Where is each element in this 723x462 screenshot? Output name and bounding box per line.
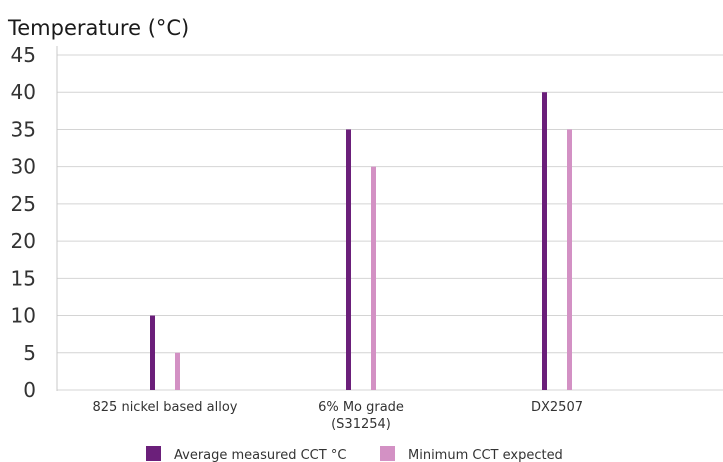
y-tick-label: 0 bbox=[23, 378, 36, 402]
category-label: 825 nickel based alloy bbox=[93, 400, 238, 415]
y-tick-label: 20 bbox=[11, 229, 36, 253]
bars bbox=[150, 92, 572, 390]
category-label: DX2507 bbox=[531, 400, 583, 415]
y-tick-label: 45 bbox=[11, 43, 36, 67]
y-tick-label: 5 bbox=[23, 341, 36, 365]
category-label: 6% Mo grade bbox=[318, 400, 404, 415]
bar-average-0 bbox=[150, 315, 155, 390]
category-label: (S31254) bbox=[331, 417, 391, 432]
legend-swatch bbox=[380, 446, 395, 461]
bar-minimum-1 bbox=[371, 166, 376, 390]
y-tick-label: 10 bbox=[11, 304, 36, 328]
bar-minimum-0 bbox=[175, 352, 180, 390]
y-tick-label: 25 bbox=[11, 192, 36, 216]
y-tick-label: 35 bbox=[11, 117, 36, 141]
bar-minimum-2 bbox=[567, 129, 572, 390]
bar-average-1 bbox=[346, 129, 351, 390]
gridlines bbox=[57, 54, 723, 391]
bar-average-2 bbox=[542, 92, 547, 390]
legend-label: Minimum CCT expected bbox=[408, 448, 563, 462]
y-tick-label: 30 bbox=[11, 155, 36, 179]
legend: Average measured CCT °C Minimum CCT expec… bbox=[146, 446, 563, 462]
y-axis-title: Temperature (°C) bbox=[7, 16, 189, 40]
y-tick-label: 40 bbox=[11, 80, 36, 104]
y-tick-label: 15 bbox=[11, 266, 36, 290]
category-labels: 825 nickel based alloy 6% Mo grade (S31254… bbox=[93, 400, 583, 432]
legend-label: Average measured CCT °C bbox=[174, 448, 346, 462]
y-tick-labels: 0 5 10 15 20 25 30 35 40 45 bbox=[11, 43, 36, 402]
legend-swatch bbox=[146, 446, 161, 461]
